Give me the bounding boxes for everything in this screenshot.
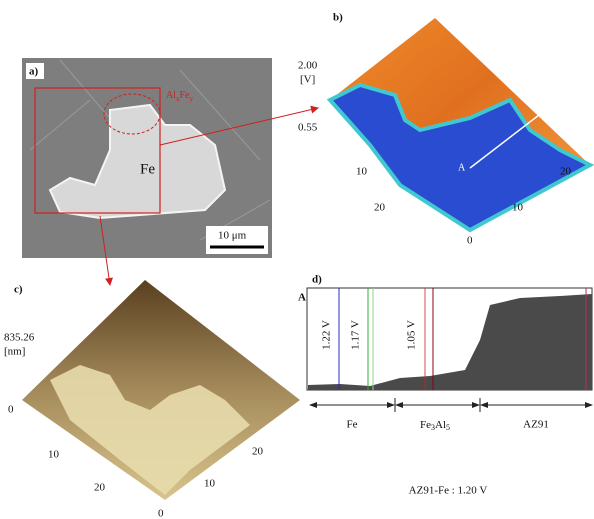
tick-label: 20 bbox=[252, 446, 264, 458]
panel-label: a) bbox=[29, 66, 39, 78]
panel-d: d) A 1.22 V 1.17 V 1.05 V Fe Fe3Al5 AZ91… bbox=[298, 274, 592, 497]
tick-label: 0 bbox=[158, 508, 164, 519]
tick-label: 0 bbox=[467, 235, 473, 247]
region-label: Fe bbox=[347, 419, 358, 431]
caption: AZ91-Fe : 1.20 V bbox=[409, 485, 488, 497]
point-label: A bbox=[458, 162, 466, 173]
tick-label: 20 bbox=[560, 166, 572, 178]
tick-label: 0 bbox=[8, 404, 14, 416]
panel-b: b) A B 2.00 [V] 0.55 10 20 0 10 20 bbox=[298, 12, 590, 247]
scale-unit: [nm] bbox=[4, 346, 25, 358]
tick-label: 20 bbox=[374, 202, 386, 214]
phase-label: AlxFey bbox=[166, 90, 194, 102]
panel-c: c) 835.26 [nm] 0 10 20 0 10 20 bbox=[4, 280, 300, 519]
region-label: AZ91 bbox=[523, 419, 549, 431]
tick-label: 10 bbox=[204, 478, 216, 490]
scale-bar-label: 10 μm bbox=[218, 230, 247, 242]
scale-max: 2.00 bbox=[298, 60, 318, 72]
tick-label: 20 bbox=[94, 482, 106, 494]
potential-label: 1.05 V bbox=[406, 320, 418, 350]
text-part: Fe bbox=[420, 419, 431, 431]
text-part: y bbox=[190, 95, 194, 103]
panel-a: a) AlxFey Fe 10 μm bbox=[22, 58, 272, 258]
tick-label: 10 bbox=[512, 202, 524, 214]
panel-label: c) bbox=[14, 284, 23, 296]
scale-min: 0.55 bbox=[298, 122, 318, 134]
panel-label: d) bbox=[312, 274, 322, 286]
figure: a) AlxFey Fe 10 μm b) A B 2.00 [V] 0.55 … bbox=[0, 0, 594, 519]
text-part: 5 bbox=[446, 423, 450, 432]
scale-unit: [V] bbox=[300, 74, 315, 86]
point-label: B bbox=[558, 82, 565, 93]
text-part: Al bbox=[435, 419, 446, 431]
start-label: A bbox=[298, 292, 306, 304]
tick-label: 10 bbox=[356, 166, 368, 178]
potential-label: 1.22 V bbox=[321, 320, 333, 350]
scale-max: 835.26 bbox=[4, 332, 35, 344]
particle-label: Fe bbox=[140, 161, 155, 177]
text-part: Fe bbox=[180, 90, 191, 101]
region-label: Fe3Al5 bbox=[420, 419, 450, 432]
panel-label: b) bbox=[333, 12, 343, 24]
potential-label: 1.17 V bbox=[350, 320, 362, 350]
text-part: Al bbox=[166, 90, 176, 101]
tick-label: 10 bbox=[48, 449, 60, 461]
